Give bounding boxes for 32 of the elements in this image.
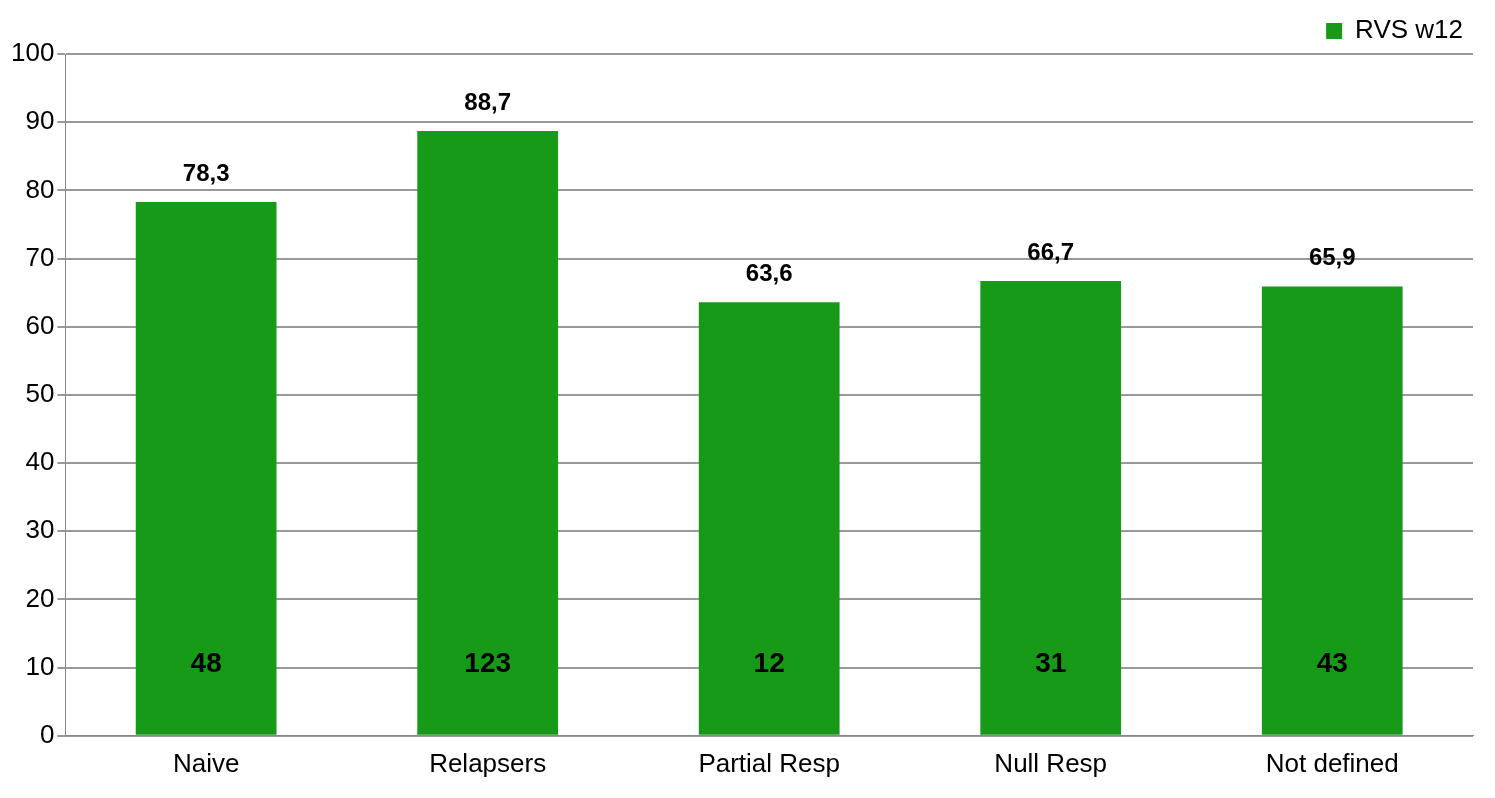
y-tick-label: 70 (25, 241, 55, 272)
data-label: 78,3 (182, 158, 230, 186)
x-tick-label: Null Resp (994, 747, 1108, 778)
data-label: 66,7 (1027, 237, 1075, 265)
y-tick-label: 80 (25, 173, 55, 204)
bar (1261, 286, 1403, 735)
y-tick-label: 40 (25, 446, 55, 477)
data-label: 88,7 (464, 87, 512, 115)
y-tick-label: 10 (25, 650, 55, 681)
x-tick-label: Relapsers (429, 747, 547, 778)
bar (980, 281, 1122, 735)
x-tick-label: Naive (172, 747, 240, 778)
annotation: 123 (464, 646, 512, 678)
x-tick-label: Partial Resp (698, 747, 840, 778)
data-label: 63,6 (745, 258, 793, 286)
y-tick-label: 60 (25, 309, 55, 340)
x-tick-label: Not defined (1265, 747, 1399, 778)
bar (698, 302, 840, 735)
data-label: 65,9 (1308, 243, 1356, 271)
y-tick-label: 100 (10, 37, 55, 68)
y-tick-label: 90 (25, 105, 55, 136)
annotation: 43 (1316, 646, 1348, 678)
y-tick-label: 30 (25, 514, 55, 545)
bar (135, 201, 277, 735)
legend-label: RVS w12 (1355, 14, 1464, 45)
annotation: 12 (753, 646, 785, 678)
y-tick-label: 0 (39, 718, 55, 749)
bar (417, 131, 559, 735)
annotation: 48 (190, 646, 222, 678)
annotation: 31 (1035, 646, 1067, 678)
y-tick-label: 50 (25, 378, 55, 409)
y-tick-label: 20 (25, 582, 55, 613)
